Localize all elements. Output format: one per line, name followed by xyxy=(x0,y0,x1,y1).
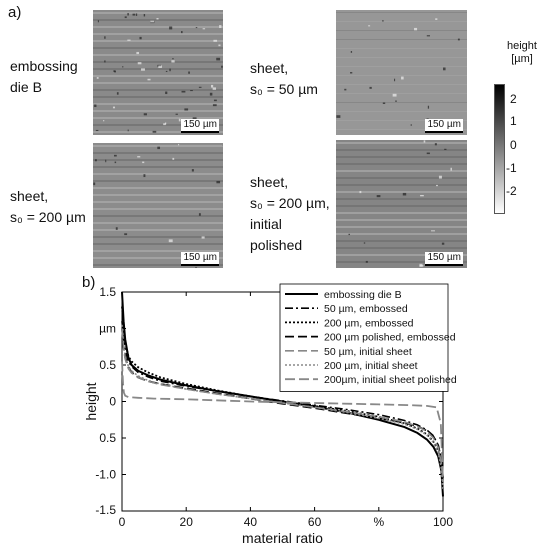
scale-bar: 150 µm xyxy=(425,119,463,133)
label-sheet-200: sheet, s₀ = 200 µm xyxy=(10,186,86,228)
colorbar-tick: -2 xyxy=(506,184,517,198)
panel-a-label: a) xyxy=(8,4,22,21)
y-tick-label: -1.0 xyxy=(95,468,116,482)
y-tick-label: 0.5 xyxy=(99,431,116,445)
label-line: sheet, xyxy=(250,174,289,190)
series-line xyxy=(121,328,444,482)
label-line: initial xyxy=(250,216,282,232)
panel-b-label: b) xyxy=(82,274,96,291)
legend-entry: 200µm, initial sheet polished xyxy=(324,374,457,386)
y-tick-label: 0.5 xyxy=(99,358,116,372)
legend-entry: 50 µm, initial sheet xyxy=(324,346,412,358)
label-line: s₀ = 200 µm, xyxy=(250,195,330,211)
scale-bar: 150 µm xyxy=(181,252,219,266)
label-line: embossing xyxy=(10,58,78,74)
micrograph-sheet-200: 150 µm xyxy=(93,143,223,268)
y-tick-label: 1.5 xyxy=(99,285,116,299)
colorbar-title-line: height xyxy=(507,40,537,52)
series-line xyxy=(121,361,444,482)
colorbar-tick: -1 xyxy=(506,161,517,175)
colorbar-tick: 0 xyxy=(510,138,517,152)
x-tick-label: 40 xyxy=(244,515,258,529)
colorbar-title-line: [µm] xyxy=(511,53,533,65)
x-axis-label: material ratio xyxy=(242,530,323,546)
legend-entry: 200 µm, initial sheet xyxy=(324,360,418,372)
label-line: s₀ = 200 µm xyxy=(10,209,86,225)
y-tick-label: 0 xyxy=(109,395,116,409)
legend-entry: 50 µm, embossed xyxy=(324,303,408,315)
x-tick-label: 100 xyxy=(433,515,453,529)
label-line: die B xyxy=(10,79,42,95)
legend-entry: 200 µm, embossed xyxy=(324,317,414,329)
micrograph-texture xyxy=(336,140,467,267)
label-line: sheet, xyxy=(10,188,49,204)
x-tick-label: 60 xyxy=(308,515,322,529)
scale-bar: 150 µm xyxy=(181,119,219,133)
micrograph-texture xyxy=(93,12,223,133)
label-line: polished xyxy=(250,237,303,253)
micrograph-texture xyxy=(93,143,223,268)
legend-entry: embossing die B xyxy=(324,289,402,301)
label-sheet-200-polished: sheet, s₀ = 200 µm, initial polished xyxy=(250,172,330,256)
x-tick-label: 20 xyxy=(180,515,194,529)
label-line: s₀ = 50 µm xyxy=(250,81,318,97)
micrograph-embossing-die: 150 µm xyxy=(93,10,223,135)
legend-entry: 200 µm polished, embossed xyxy=(324,332,456,344)
scale-bar: 150 µm xyxy=(425,252,463,266)
label-embossing-die: embossing die B xyxy=(10,56,78,98)
colorbar-tick: 2 xyxy=(510,92,517,106)
micrograph-sheet-50: 150 µm xyxy=(336,10,467,135)
colorbar-title: height [µm] xyxy=(500,40,544,66)
colorbar xyxy=(494,84,505,214)
series-line xyxy=(121,324,444,490)
y-tick-label: µm xyxy=(99,322,116,336)
colorbar-tick: 1 xyxy=(510,114,517,128)
x-tick-label: 0 xyxy=(119,515,126,529)
legend-box xyxy=(279,283,449,392)
micrograph-sheet-200-polished: 150 µm xyxy=(336,140,467,268)
x-tick-label: % xyxy=(373,515,384,529)
label-line: sheet, xyxy=(250,60,289,76)
label-sheet-50: sheet, s₀ = 50 µm xyxy=(250,58,318,100)
micrograph-texture xyxy=(336,12,467,130)
material-ratio-chart: 0 20 40 60% 100 1.5 µm 0.5 0 0.5 -1.0 -1.5 material … xyxy=(83,283,457,546)
y-tick-label: -1.5 xyxy=(95,503,116,517)
y-axis-label: height xyxy=(83,382,99,420)
